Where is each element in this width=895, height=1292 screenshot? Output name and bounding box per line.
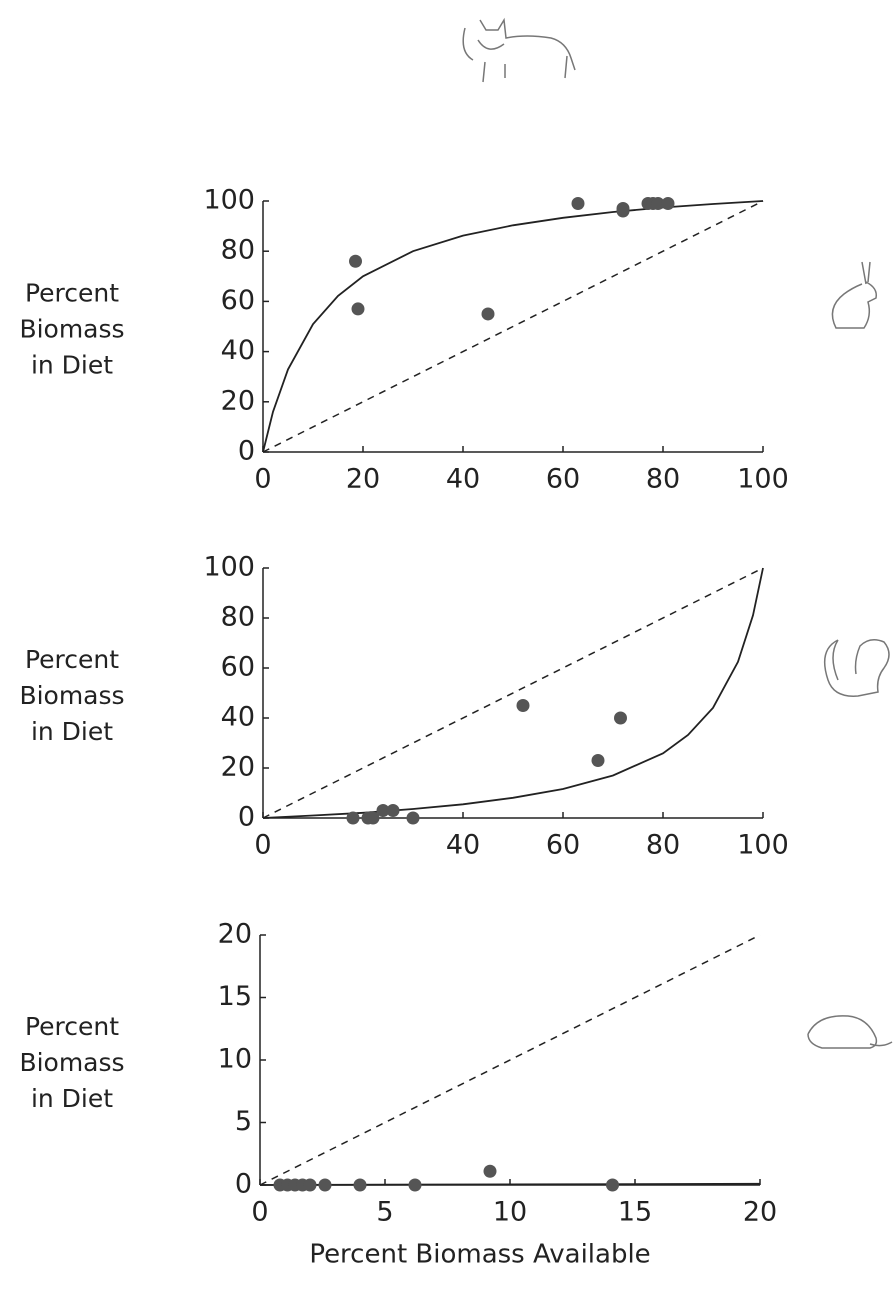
squirrel-icon [823,639,890,697]
fit-curve [259,1182,761,1186]
y-axis-label: Percent [25,645,119,674]
y-tick-label: 0 [238,436,255,467]
equality-line [262,567,764,819]
equality-line [259,934,761,1186]
data-point [483,1164,497,1178]
y-tick-label: 20 [221,752,255,783]
x-tick-label: 20 [346,464,380,495]
x-tick-label: 10 [493,1197,527,1228]
x-tick-label: 40 [446,464,480,495]
animal-icons [462,17,893,1049]
data-point [318,1178,332,1192]
x-tick-label: 0 [251,1197,268,1228]
data-point [386,804,400,817]
data-point [516,699,530,712]
x-tick-label: 0 [254,464,271,495]
vole-icon [807,1015,893,1049]
data-point [591,754,605,767]
x-tick-label: 0 [254,830,271,861]
y-tick-label: 60 [221,285,255,316]
y-tick-label: 0 [238,802,255,833]
data-point [406,811,420,825]
x-tick-label: 40 [446,830,480,861]
data-point [661,197,675,211]
data-point [408,1178,422,1192]
x-tick-label: 60 [546,464,580,495]
data-point [351,302,365,316]
x-tick-label: 5 [376,1197,393,1228]
data-point [349,254,362,268]
y-axis-label: Biomass [19,1048,124,1077]
data-point [616,202,630,216]
y-tick-label: 80 [221,235,255,266]
y-tick-label: 100 [203,552,255,583]
x-tick-label: 15 [618,1197,652,1228]
x-tick-label: 100 [737,464,789,495]
data-point [376,804,390,817]
x-tick-label: 80 [646,830,680,861]
lynx-icon [462,17,576,83]
data-point [481,307,495,321]
y-axis-label: in Diet [31,351,113,380]
y-tick-label: 10 [218,1044,252,1075]
y-axis-label: in Diet [31,1084,113,1113]
y-axis-label: Percent [25,1012,119,1041]
data-point [651,197,665,211]
y-tick-label: 100 [203,185,255,216]
x-axis-label: Percent Biomass Available [309,1240,650,1270]
data-point [614,711,627,725]
data-point [571,197,585,211]
y-tick-label: 20 [221,385,255,416]
x-tick-label: 100 [737,830,789,861]
data-point [606,1178,619,1192]
data-point [346,811,360,825]
x-tick-label: 80 [646,464,680,495]
x-tick-label: 60 [546,830,580,861]
y-axis-label: Biomass [19,681,124,710]
y-tick-label: 60 [221,652,255,683]
y-tick-label: 20 [218,919,252,950]
y-tick-label: 80 [221,602,255,633]
hare-icon [831,261,878,329]
y-tick-label: 40 [221,335,255,366]
y-tick-label: 15 [218,981,252,1012]
data-point [353,1178,367,1192]
y-tick-label: 5 [235,1106,252,1137]
y-tick-label: 0 [235,1169,252,1200]
equality-line [262,200,764,453]
x-tick-label: 20 [743,1197,777,1228]
y-axis-label: in Diet [31,717,113,746]
y-axis-label: Biomass [19,315,124,344]
data-point [303,1178,317,1192]
y-axis-label: Percent [25,279,119,308]
y-tick-label: 40 [221,702,255,733]
data-point [366,811,380,825]
